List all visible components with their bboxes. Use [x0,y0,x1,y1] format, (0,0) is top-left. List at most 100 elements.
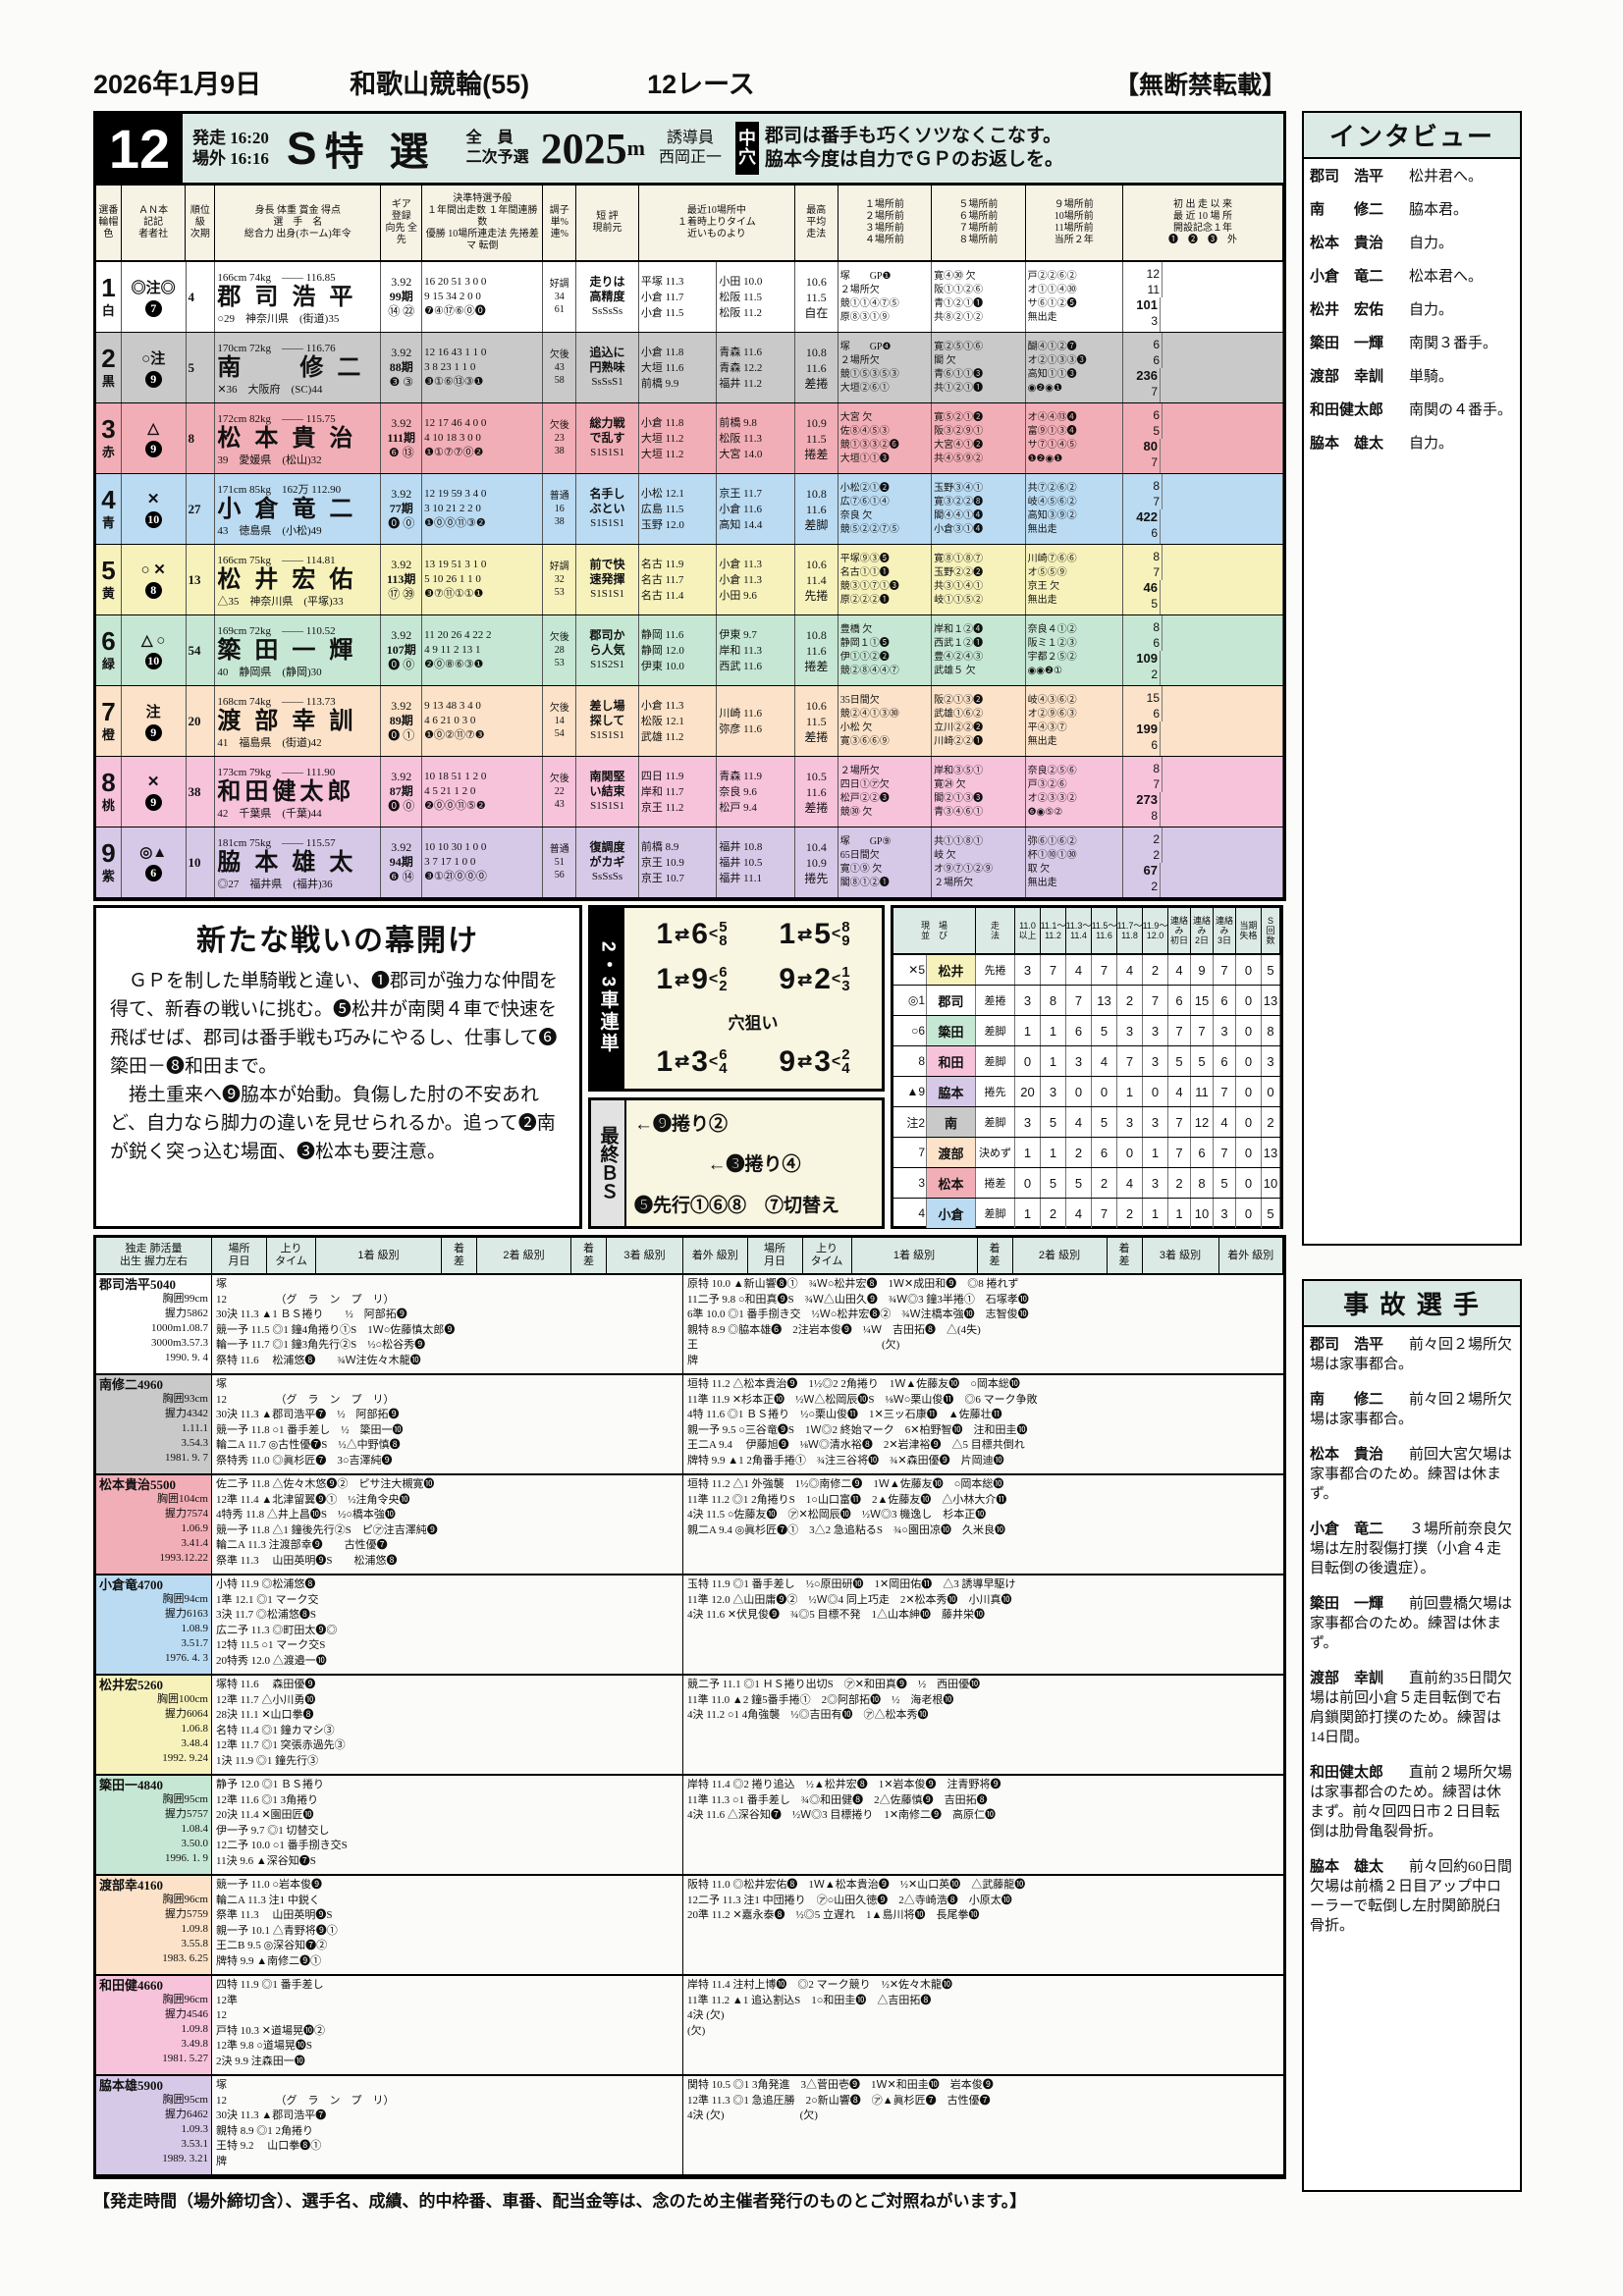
result-race-line: 伊一予 9.7 ◎1 切替交し [216,1824,330,1837]
pick-second: 3 [691,1044,708,1078]
lineup-s-count: 3 [1262,1046,1280,1076]
win-rate: 16 [554,504,565,514]
stats-line-1: 9 13 48 3 4 0 [424,700,481,712]
lineup-style: 捲差 [976,1168,1015,1198]
quinella-pick: 1 ⇄ 3 <6 4 [656,1045,727,1079]
career-number: 314 [1125,333,1160,337]
accident-item: 簗田 一輝 前回豊橋欠場は家事都合のため。練習は休まず。 [1310,1594,1514,1653]
lineup-dq: 0 [1236,986,1262,1015]
results-info-line: 1992. 9.24 [162,1752,208,1764]
result-race-line: 牌 [687,1354,698,1366]
win-rate: 34 [554,292,565,302]
career-numbers-col-3: 8073 [1123,438,1161,473]
interview-rider-name: 和田健太郎 [1310,401,1384,418]
popularity-badge: 7 [144,300,162,317]
interview-item: 脇本 雄太 自力。 [1310,434,1514,454]
lineup-header-bin-3: 11.3〜 11.4 [1066,908,1092,953]
registration-marks: ❻ ⑭ [388,870,414,883]
registration-marks: ⓿ ⓪ [388,516,415,530]
final-bs-box: 最終ＢＳ ←❾捲り② ←❸捲り④ ❺先行①⑥⑧ ⑦切替え [588,1097,885,1229]
avg-time: 11.5 [806,714,827,728]
lineup-rider-name: 南 [927,1107,976,1137]
result-race-line: 12準 11.4 ▲北津留翼❾① ½注角令央❿ [216,1493,410,1506]
sidebar: インタビュー 郡司 浩平 松井君へ。南 修二 脇本君。 松本 貴治 自力。 小倉 竜… [1302,111,1522,2225]
place-rate: 58 [554,375,565,386]
results-info-line: 3.55.8 [181,1938,209,1949]
lineup-mark-number: ✕5 [893,955,927,985]
interview-item: 和田健太郎 南関の４番手。 [1310,400,1514,420]
rider-row: 5 黄 ○ ✕ 8 13 166cm 75kg —— 114.81 松 井 宏 佑 △35 神… [96,545,1283,615]
best-avg-style-cell: 10.8 11.6 捲差 [795,615,839,685]
stats-line-1: 10 18 51 1 2 0 [424,771,487,782]
final-bs-label: 最終ＢＳ [591,1100,626,1226]
condition-cell: 欠後 28 53 [543,615,577,685]
career-number: 101 [1136,296,1158,312]
result-race-line: 12準 11.6 ◎1 3角捲り [216,1793,319,1806]
result-race-line: 輪二A 11.3 注1 中鋭く [216,1894,320,1906]
registration-marks: ❻ ⑬ [388,446,414,459]
rider-origin: 41 福島県 (街道)42 [217,736,322,749]
track-name: 和歌山競輪(55) [350,70,530,99]
stats-cell: 10 18 51 1 2 0 4 5 21 1 2 0 ❷⓪⓪⑪⑤❷ [422,757,544,827]
comment-line-1: 走りは [589,275,625,289]
recent-places-2-cell: 阪②①③❷ 武雄①⑥② 立川②②❷ 川崎②②❶ [932,686,1026,756]
pick-first: 1 [779,918,796,951]
results-header-col-1-1: 場所 月日 [212,1238,267,1273]
lineup-mark-number: 4 [893,1199,927,1228]
lineup-bin-3: 2 [1066,1138,1092,1167]
rider-name-cell: 166cm 74kg —— 116.85 郡 司 浩 平 ○29 神奈川県 (街道)… [215,262,382,332]
result-race-line: 競二予 11.1 ◎1 ＨＳ捲り出切S ㋐✕和田真❾ ½ 西田優❿ [687,1679,981,1690]
results-rider-name: 脇本雄5900 [99,2078,164,2093]
result-race-line: 祭準 11.3 山田英明❾S 松浦悠❽ [216,1554,398,1567]
comment-line-1: 前で快 [589,558,625,571]
condition-cell: 欠後 43 58 [543,333,577,402]
gear-ratio: 3.92 [391,558,412,571]
lineup-row: ○6 簗田 差脚 1 1 6 5 3 3 7 7 3 0 8 [893,1016,1280,1046]
result-race-line: 静予 12.0 ◎1 ＢＳ捲り [216,1779,324,1790]
results-info-line: 1981. 9. 7 [165,1452,208,1464]
riders-table-header: 選番 輪帽 色 ＡＮ本 記記 者者社 順位 級 次期 身長 体重 賞金 得点 選 手 … [96,186,1284,262]
results-rider-info: 松本貴治5500 胸囲104cm 握力7574 1.06.9 3.41.4 1993.12… [96,1475,212,1574]
quinella-pick: 9 ⇄ 2 <1 3 [779,963,849,996]
results-rider-name: 渡部幸4160 [99,1878,164,1893]
recent-places-2-cell: 寛⑤②①❷ 阪③②⑨① 大宮④①❷ 共④⑤⑨② [932,403,1026,473]
avg-time: 11.6 [806,502,827,516]
comment-line-2: い結束 [589,784,625,798]
results-rider-name: 松井宏5260 [99,1678,164,1692]
career-number: 124 [1125,615,1160,619]
avg-time: 11.5 [806,431,827,446]
short-comment-cell: 差し場 探して S1S1S1 [576,686,639,756]
comment-line-1: 追込に [589,346,625,359]
result-race-line: 岸特 11.4 ◎2 捲り追込 ½▲松井宏❽ 1✕岩本俊❾ 注青野将❾ [687,1779,1001,1790]
lineup-row: 7 渡部 決めず 1 1 2 6 0 1 7 6 7 0 13 [893,1138,1280,1168]
interview-comment: 自力。 [1394,436,1454,452]
lineup-row: ▲9 脇本 捲先 20 3 0 0 1 0 4 11 7 0 0 [893,1077,1280,1107]
career-numbers-cell: 3341783146623673756107 [1123,333,1283,402]
lineup-bin-6: 2 [1143,955,1168,985]
avg-time: 11.6 [806,784,827,799]
result-race-line: 30決 11.3 ▲1 ＢＳ捲り ½ 阿部拓❾ [216,1308,407,1320]
lineup-day-1: 4 [1168,1077,1191,1106]
lineup-header-formation: 現 場 並 び [893,908,976,953]
pick-options: 5 8 [719,919,728,950]
win-rate: 22 [554,786,565,797]
career-number: 7 [1151,384,1158,399]
best-time: 10.6 [805,557,827,571]
result-race-line: 12特 11.5 ○1 マーク交S [216,1639,326,1651]
result-race-line: 3決 11.7 ◎松浦悠❽S [216,1609,316,1621]
best-time: 10.6 [805,698,827,713]
popularity-badge: 9 [144,441,162,457]
career-numbers-cell: 176121094874654177138 [1123,545,1283,614]
race-class: S [286,123,317,174]
career-number: 8 [1153,619,1160,634]
popularity-badge: 10 [144,653,162,669]
results-info-line: 1.11.1 [181,1422,208,1434]
results-info-line: 1990. 9. 4 [165,1352,208,1363]
place-rate: 61 [554,304,565,315]
rank-value: 20 [188,713,201,728]
results-rider-info: 南修二4960 胸囲93cm 握力4342 1.11.1 3.54.3 1981. 9. … [96,1375,212,1473]
career-numbers-cell: 231961248610924393139 [1123,615,1283,685]
pick-options: 6 2 [719,964,728,995]
rider-row: 8 桃 ✕ 9 38 173cm 79kg —— 111.90 和田健太郎 42 千葉県 (千… [96,757,1283,828]
results-info-line: 胸囲94cm [162,1593,208,1605]
